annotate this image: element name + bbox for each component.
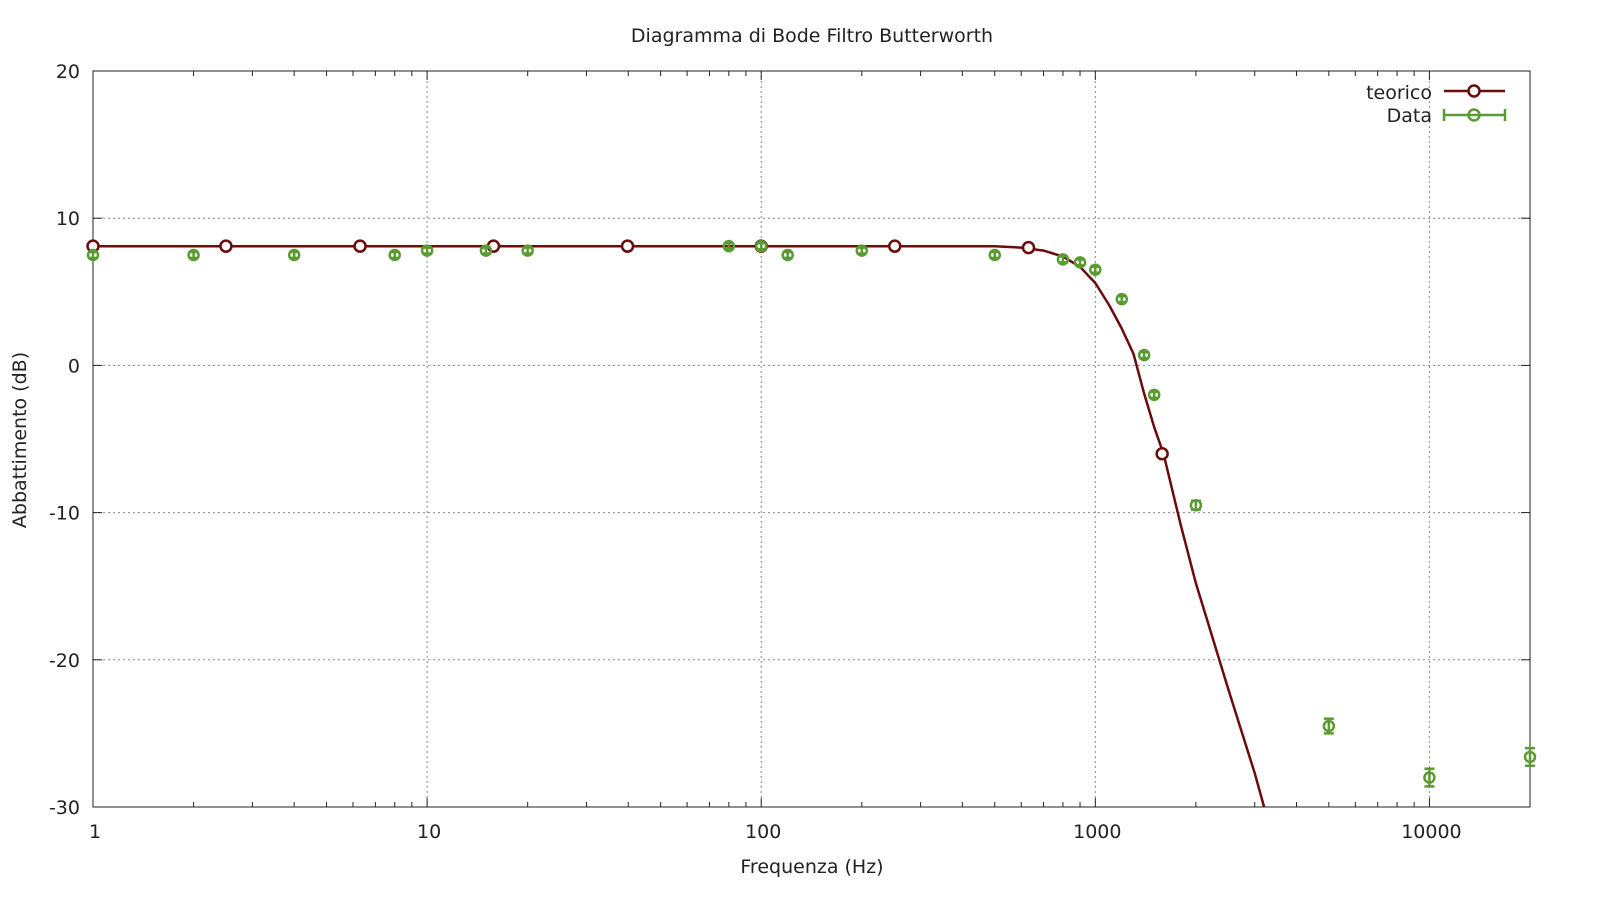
legend-label-teorico: teorico (1366, 82, 1432, 104)
y-tick-label: -20 (49, 650, 80, 672)
legend: teorico Data (1366, 82, 1507, 127)
x-tick-label: 1 (89, 821, 101, 843)
data-point (1137, 348, 1151, 362)
teorico-marker (1155, 446, 1169, 461)
teorico-marker (1021, 240, 1036, 255)
data-point (1523, 750, 1537, 764)
data-point (1073, 256, 1087, 269)
data-point (1056, 253, 1070, 266)
y-tick-label: 20 (56, 61, 80, 83)
teorico-marker (219, 239, 233, 253)
data-point (1115, 292, 1129, 306)
data-point (855, 244, 869, 257)
data-point (1147, 388, 1161, 402)
plot-frame (92, 70, 1531, 808)
teorico-marker (887, 239, 902, 253)
data-point (722, 239, 736, 253)
teorico-line (93, 244, 1266, 808)
data-point (479, 244, 493, 257)
data-point (86, 248, 100, 262)
y-axis-title: Abbattimento (dB) (9, 352, 31, 528)
data-point (1189, 498, 1203, 512)
ticks-layer: -30 -20 -10 0 10 20 1 10 100 1000 10000 (49, 61, 1531, 843)
teorico-marker (353, 239, 367, 253)
x-axis-title: Frequenza (Hz) (740, 856, 883, 878)
y-tick-label: -30 (49, 797, 80, 819)
data-point (1423, 771, 1436, 784)
x-tick-label: 10 (417, 821, 441, 843)
data-point (187, 248, 200, 262)
chart-title: Diagramma di Bode Filtro Butterworth (631, 25, 993, 47)
x-tick-label: 100 (745, 821, 781, 843)
y-tick-label: -10 (49, 503, 80, 525)
data-point (754, 239, 768, 253)
data-point (388, 248, 401, 262)
data-point (287, 248, 301, 262)
series-layer (86, 239, 1537, 808)
legend-label-data: Data (1387, 105, 1432, 127)
data-point (988, 248, 1001, 262)
legend-marker-teorico (1467, 84, 1481, 98)
data-point (521, 244, 534, 257)
data-point (781, 248, 794, 262)
y-tick-label: 0 (68, 355, 80, 377)
data-point (1322, 719, 1336, 733)
x-tick-label: 1000 (1073, 821, 1121, 843)
y-tick-label: 10 (56, 208, 80, 230)
teorico-marker (620, 239, 635, 253)
legend-marker-data (1467, 108, 1481, 122)
grid-layer (93, 71, 1530, 807)
data-point (1089, 263, 1102, 276)
data-point (420, 244, 434, 257)
x-tick-label: 10000 (1401, 821, 1461, 843)
